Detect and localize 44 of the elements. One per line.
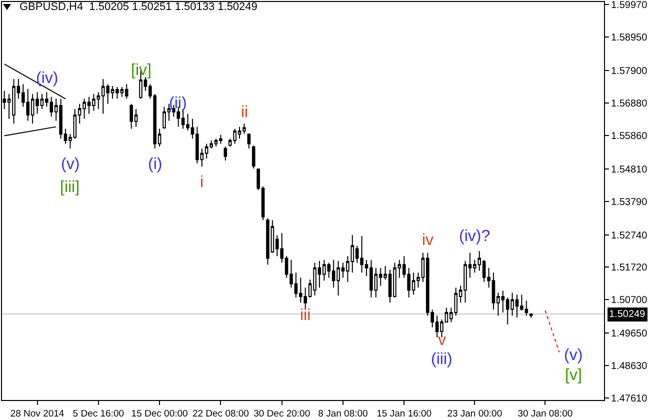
annotation: (ii): [169, 95, 187, 112]
y-tick-label: 1.58950: [611, 32, 648, 44]
annotation: iv: [422, 232, 434, 249]
annotation: iii: [300, 307, 311, 324]
x-tick-label: 15 Jan 16:00: [376, 408, 432, 420]
annotation: [iv]: [131, 62, 152, 79]
annotation: i: [200, 174, 204, 191]
x-tick-label: 28 Nov 2014: [10, 408, 64, 420]
x-tick-label: 30 Dec 20:00: [254, 408, 310, 420]
y-tick-label: 1.53790: [611, 196, 648, 208]
y-tick-label: 1.54810: [611, 164, 648, 176]
candlestick: [529, 314, 533, 318]
y-tick-label: 1.59970: [611, 0, 648, 12]
annotation: ii: [241, 104, 248, 121]
y-tick-label: 1.47610: [611, 394, 648, 405]
annotation: (iv): [36, 70, 58, 87]
y-tick-label: 1.51720: [611, 262, 648, 274]
annotation: (v): [564, 347, 583, 364]
annotation: [iii]: [60, 179, 80, 196]
x-tick-label: 23 Jan 00:00: [447, 408, 502, 420]
chart-title: GBPUSD,H4 1.50205 1.50251 1.50133 1.50249: [20, 0, 258, 13]
x-tick-label: 22 Dec 08:00: [192, 408, 249, 420]
y-tick-label: 1.57900: [611, 66, 648, 77]
candlestick: [247, 133, 251, 149]
y-tick-label: 1.48630: [611, 361, 648, 372]
candlestick: [124, 84, 128, 100]
annotation: [v]: [565, 367, 582, 384]
annotation: (iii): [431, 351, 452, 368]
ref-line-label: 1.50249: [609, 309, 646, 320]
x-tick-label: 5 Dec 16:00: [72, 408, 124, 420]
annotation: (i): [148, 156, 162, 173]
candlestick: [224, 146, 228, 162]
y-tick-label: 1.56880: [611, 98, 648, 110]
annotation: v: [438, 332, 446, 349]
candlestick: [252, 145, 256, 170]
x-tick-label: 15 Dec 00:00: [131, 408, 188, 420]
y-tick-label: 1.52740: [611, 230, 648, 242]
y-tick-label: 1.50700: [611, 295, 648, 306]
annotation: (v): [61, 156, 80, 173]
x-tick-label: 8 Jan 08:00: [318, 408, 368, 420]
x-tick-label: 30 Jan 08:00: [518, 408, 573, 420]
y-tick-label: 1.49650: [611, 328, 648, 340]
y-tick-label: 1.55860: [611, 130, 648, 142]
annotation: (iv)?: [459, 228, 490, 245]
